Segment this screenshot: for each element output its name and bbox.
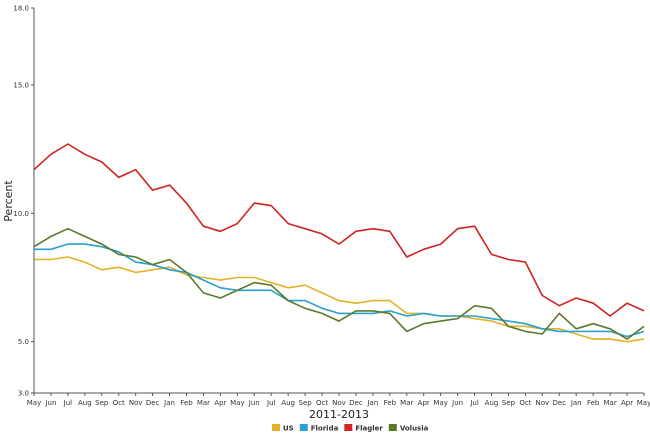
x-axis-ticks: May Jun Jul Aug Sep Oct Nov Dec Jan Feb Mar Apr May J… xyxy=(27,393,650,407)
x-tick-label: Jan xyxy=(163,399,175,407)
x-tick-label: May xyxy=(433,399,447,407)
x-tick-label: Jul xyxy=(63,399,73,407)
legend-item-us: US xyxy=(272,424,294,433)
x-tick-label: Oct xyxy=(316,399,328,407)
x-tick-label: Jan xyxy=(570,399,582,407)
x-tick-label: Nov xyxy=(332,399,346,407)
x-tick-label: Mar xyxy=(400,399,413,407)
legend-label: Volusia xyxy=(400,425,429,433)
x-tick-label: Nov xyxy=(535,399,549,407)
x-tick-label: Feb xyxy=(384,399,397,407)
x-tick-label: Sep xyxy=(502,399,516,407)
legend: US Florida Flagler Volusia xyxy=(272,424,429,433)
x-tick-label: Jun xyxy=(44,399,56,407)
legend-item-florida: Florida xyxy=(299,424,339,433)
legend-swatch xyxy=(299,424,308,431)
x-tick-label: Feb xyxy=(180,399,193,407)
legend-label: Florida xyxy=(311,425,339,433)
series-line-us xyxy=(34,256,645,343)
y-tick-label: 5.0 xyxy=(18,338,29,346)
x-tick-label: Jun xyxy=(451,399,463,407)
x-axis-title: 2011-2013 xyxy=(309,408,369,421)
x-tick-label: Jan xyxy=(366,399,378,407)
x-tick-label: Jun xyxy=(248,399,260,407)
x-tick-label: Aug xyxy=(485,399,499,407)
x-tick-label: May xyxy=(637,399,650,407)
x-tick-label: Oct xyxy=(519,399,531,407)
x-tick-label: Nov xyxy=(129,399,143,407)
x-tick-label: Apr xyxy=(418,399,430,407)
y-tick-label: 18.0 xyxy=(13,5,29,13)
x-tick-label: May xyxy=(230,399,244,407)
legend-item-volusia: Volusia xyxy=(388,424,429,433)
x-tick-label: Oct xyxy=(113,399,125,407)
x-tick-label: Apr xyxy=(214,399,226,407)
x-tick-label: Apr xyxy=(621,399,633,407)
y-axis-title: Percent xyxy=(2,180,15,222)
x-tick-label: Dec xyxy=(553,399,567,407)
y-axis-ticks: 3.0 5.0 10.0 15.0 18.0 xyxy=(13,5,34,398)
legend-item-flagler: Flagler xyxy=(344,424,383,433)
x-tick-label: Jul xyxy=(469,399,479,407)
x-tick-label: Jul xyxy=(266,399,276,407)
x-tick-label: Sep xyxy=(299,399,313,407)
y-tick-label: 15.0 xyxy=(13,82,29,90)
x-tick-label: Mar xyxy=(604,399,617,407)
x-tick-label: Dec xyxy=(146,399,160,407)
x-tick-label: Aug xyxy=(78,399,92,407)
y-tick-label: 10.0 xyxy=(13,210,29,218)
legend-swatch xyxy=(272,424,280,431)
series-line-flagler xyxy=(33,143,645,317)
series-line-florida xyxy=(34,243,645,338)
x-tick-label: Aug xyxy=(281,399,295,407)
x-tick-label: Sep xyxy=(95,399,109,407)
x-tick-label: May xyxy=(27,399,41,407)
series-line-volusia xyxy=(33,227,645,340)
y-tick-label: 3.0 xyxy=(18,390,29,398)
series-lines xyxy=(33,143,645,343)
legend-swatch xyxy=(388,424,397,431)
legend-swatch xyxy=(344,424,353,431)
legend-label: US xyxy=(283,425,294,433)
x-tick-label: Dec xyxy=(349,399,363,407)
x-tick-label: Feb xyxy=(587,399,600,407)
x-tick-label: Mar xyxy=(197,399,210,407)
legend-label: Flagler xyxy=(355,425,383,433)
